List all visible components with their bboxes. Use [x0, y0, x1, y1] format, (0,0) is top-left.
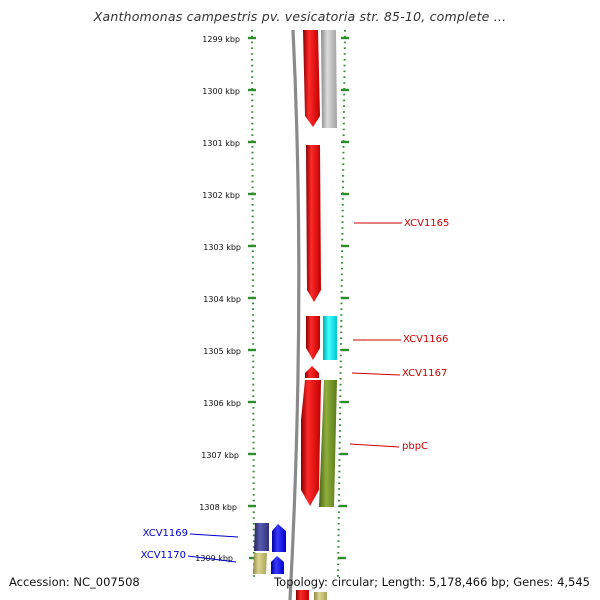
gene-label-xcv1169[interactable]: XCV1169	[143, 528, 188, 539]
gene-feature-pbpc[interactable]	[319, 380, 337, 507]
kbp-label: 1305 kbp	[203, 347, 241, 356]
gene-label-xcv1165[interactable]: XCV1165	[404, 218, 449, 229]
accession-text: Accession: NC_007508	[9, 575, 140, 589]
kbp-label: 1308 kbp	[199, 503, 237, 512]
gene-feature-xcv1166[interactable]	[306, 316, 320, 360]
gene-label-xcv1170[interactable]: XCV1170	[141, 550, 186, 561]
gene-feature-xcv1169[interactable]	[254, 523, 269, 551]
gene-feature-red-bottom[interactable]	[296, 590, 309, 600]
outer-dotted-ring	[337, 29, 346, 579]
gene-feature-xcv1170[interactable]	[253, 553, 267, 574]
kbp-label: 1301 kbp	[202, 139, 240, 148]
scale-ticks	[248, 36, 349, 560]
gene-feature-xcv1165[interactable]	[306, 145, 321, 302]
kbp-label: 1306 kbp	[203, 399, 241, 408]
kbp-label: 1309 kbp	[195, 554, 233, 563]
map-title: Xanthomonas campestris pv. vesicatoria s…	[93, 9, 507, 24]
kbp-label: 1307 kbp	[201, 451, 239, 460]
leader-line-xcv1169	[189, 533, 239, 538]
kbp-label: 1299 kbp	[202, 35, 240, 44]
kbp-label: 1304 kbp	[203, 295, 241, 304]
gene-feature-blue-lower[interactable]	[271, 556, 284, 574]
gene-label-xcv1167[interactable]: XCV1167	[402, 368, 447, 379]
gene-label-xcv1166[interactable]: XCV1166	[403, 334, 448, 345]
gene-feature-xcv1167[interactable]	[305, 366, 319, 378]
inner-dotted-ring	[251, 29, 255, 579]
leader-line-xcv1167	[351, 372, 401, 376]
genome-summary-text: Topology: circular; Length: 5,178,466 bp…	[274, 575, 590, 589]
leader-line-xcv1170	[187, 555, 237, 563]
gene-feature-red-long[interactable]	[301, 380, 321, 506]
kbp-label: 1303 kbp	[203, 243, 241, 252]
kbp-label: 1302 kbp	[202, 191, 240, 200]
kbp-label: 1300 kbp	[202, 87, 240, 96]
gene-feature-grey[interactable]	[321, 30, 337, 128]
gene-feature-red[interactable]	[303, 30, 320, 127]
gene-feature-khaki-bottom[interactable]	[314, 592, 327, 600]
leader-line-pbpc	[349, 443, 400, 448]
gene-feature-blue-upper[interactable]	[272, 524, 286, 552]
gene-feature-cyan[interactable]	[323, 316, 337, 360]
genome-backbone	[288, 29, 301, 600]
gene-label-pbpc[interactable]: pbpC	[402, 441, 428, 452]
